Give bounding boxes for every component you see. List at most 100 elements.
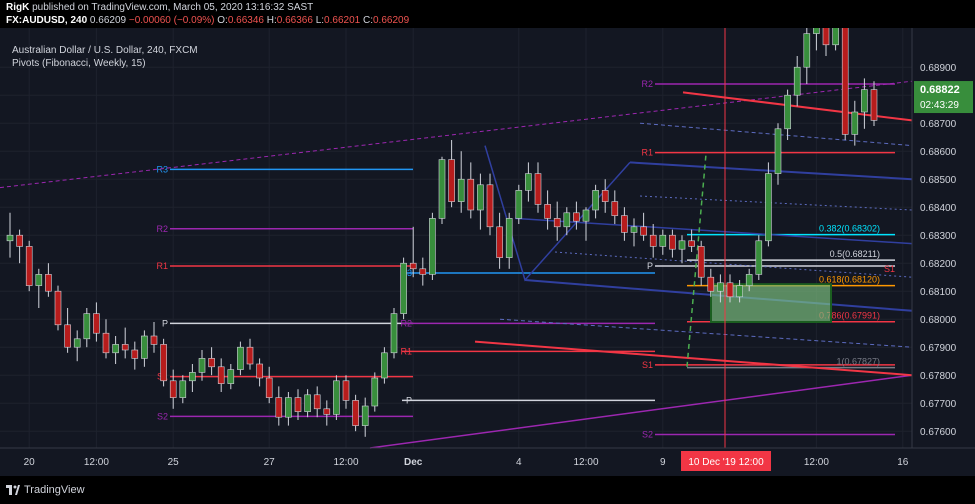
- candle-body[interactable]: [169, 380, 177, 398]
- candle-body[interactable]: [285, 397, 292, 418]
- candle-body[interactable]: [237, 346, 244, 370]
- legend-indicator[interactable]: Pivots (Fibonacci, Weekly, 15): [12, 58, 146, 69]
- candle-body[interactable]: [774, 128, 782, 174]
- candle-body[interactable]: [678, 240, 686, 250]
- candle-body[interactable]: [45, 274, 52, 292]
- candle-body[interactable]: [73, 338, 81, 348]
- candle-body[interactable]: [429, 218, 436, 275]
- candle-body[interactable]: [688, 240, 695, 247]
- candle-body[interactable]: [611, 201, 619, 216]
- y-tick-label: 0.67700: [920, 399, 957, 410]
- candle-body[interactable]: [841, 28, 849, 135]
- candle-body[interactable]: [179, 380, 187, 398]
- candle-body[interactable]: [25, 246, 33, 286]
- candle-body[interactable]: [525, 173, 532, 191]
- candle-body[interactable]: [333, 380, 340, 415]
- candle-body[interactable]: [54, 290, 62, 326]
- candle-body[interactable]: [294, 397, 302, 412]
- candle-body[interactable]: [467, 178, 475, 211]
- candle-body[interactable]: [851, 111, 859, 135]
- candle-body[interactable]: [371, 377, 379, 407]
- candle-body[interactable]: [534, 173, 542, 205]
- candle-body[interactable]: [755, 240, 763, 275]
- candle-body[interactable]: [870, 89, 878, 121]
- candle-body[interactable]: [563, 212, 571, 228]
- candle-body[interactable]: [505, 218, 513, 258]
- candle-body[interactable]: [189, 372, 196, 382]
- candle-body[interactable]: [813, 28, 820, 34]
- candle-body[interactable]: [592, 190, 599, 211]
- candle-body[interactable]: [477, 184, 484, 211]
- candle-body[interactable]: [112, 344, 119, 354]
- candle-body[interactable]: [419, 268, 427, 275]
- candle-body[interactable]: [765, 173, 772, 242]
- candle-body[interactable]: [150, 335, 158, 345]
- candle-body[interactable]: [83, 313, 91, 340]
- candle-body[interactable]: [784, 94, 791, 130]
- candle-body[interactable]: [496, 226, 503, 258]
- candle-body[interactable]: [16, 234, 23, 247]
- candle-body[interactable]: [275, 397, 283, 418]
- candle-body[interactable]: [553, 218, 561, 228]
- candle-body[interactable]: [717, 282, 724, 292]
- price-chart[interactable]: PS1S2R1R2R3PR1R2R3S1PR1R2S20.382(0.68302…: [0, 28, 975, 476]
- candle-body[interactable]: [630, 226, 638, 233]
- candle-body[interactable]: [64, 324, 71, 348]
- candle-body[interactable]: [361, 405, 369, 426]
- footer-brand[interactable]: TradingView: [24, 484, 85, 496]
- candle-body[interactable]: [256, 363, 263, 379]
- candle-body[interactable]: [102, 332, 110, 354]
- candle-body[interactable]: [352, 400, 359, 426]
- candle-body[interactable]: [6, 234, 14, 242]
- candle-body[interactable]: [582, 209, 590, 222]
- candle-body[interactable]: [726, 282, 734, 298]
- candle-body[interactable]: [265, 377, 273, 398]
- candle-body[interactable]: [160, 344, 167, 382]
- candle-body[interactable]: [131, 349, 139, 359]
- candle-body[interactable]: [803, 33, 811, 68]
- pivot-label-r1: R1: [641, 148, 653, 158]
- candle-body[interactable]: [381, 352, 388, 379]
- candle-body[interactable]: [35, 274, 43, 286]
- candle-body[interactable]: [313, 394, 321, 410]
- candle-body[interactable]: [227, 369, 235, 384]
- candle-body[interactable]: [601, 190, 609, 202]
- candle-body[interactable]: [832, 28, 839, 46]
- candle-body[interactable]: [217, 366, 225, 384]
- candle-body[interactable]: [573, 212, 580, 222]
- candle-body[interactable]: [822, 28, 830, 46]
- candle-body[interactable]: [736, 285, 743, 298]
- candle-body[interactable]: [93, 313, 100, 334]
- chart-area[interactable]: PS1S2R1R2R3PR1R2R3S1PR1R2S20.382(0.68302…: [0, 28, 975, 476]
- candle-body[interactable]: [697, 246, 705, 278]
- candle-body[interactable]: [649, 234, 657, 247]
- candle-body[interactable]: [745, 274, 753, 286]
- candle-body[interactable]: [544, 204, 551, 219]
- candle-body[interactable]: [621, 215, 628, 233]
- candle-body[interactable]: [198, 358, 206, 373]
- candle-body[interactable]: [669, 234, 676, 250]
- candle-body[interactable]: [486, 184, 494, 228]
- candle-body[interactable]: [659, 234, 667, 247]
- candle-body[interactable]: [457, 178, 465, 202]
- candle-body[interactable]: [448, 159, 455, 202]
- candle-body[interactable]: [246, 346, 254, 365]
- open-label: O:: [217, 15, 228, 26]
- candle-body[interactable]: [342, 380, 350, 401]
- candle-body[interactable]: [323, 408, 331, 415]
- candle-body[interactable]: [400, 262, 407, 314]
- candle-body[interactable]: [515, 190, 523, 219]
- candle-body[interactable]: [793, 66, 801, 96]
- publisher-username[interactable]: RigK: [6, 2, 30, 13]
- candle-body[interactable]: [640, 226, 647, 236]
- candle-body[interactable]: [141, 335, 148, 359]
- candle-body[interactable]: [304, 394, 311, 412]
- candle-body[interactable]: [390, 313, 398, 354]
- candle-body[interactable]: [409, 262, 417, 270]
- candle-body[interactable]: [208, 358, 215, 368]
- candle-body[interactable]: [861, 89, 868, 113]
- candle-body[interactable]: [707, 276, 715, 292]
- candle-body[interactable]: [121, 344, 129, 351]
- candle-body[interactable]: [438, 159, 446, 219]
- fib-level-label: 0.5(0.68211): [830, 249, 880, 259]
